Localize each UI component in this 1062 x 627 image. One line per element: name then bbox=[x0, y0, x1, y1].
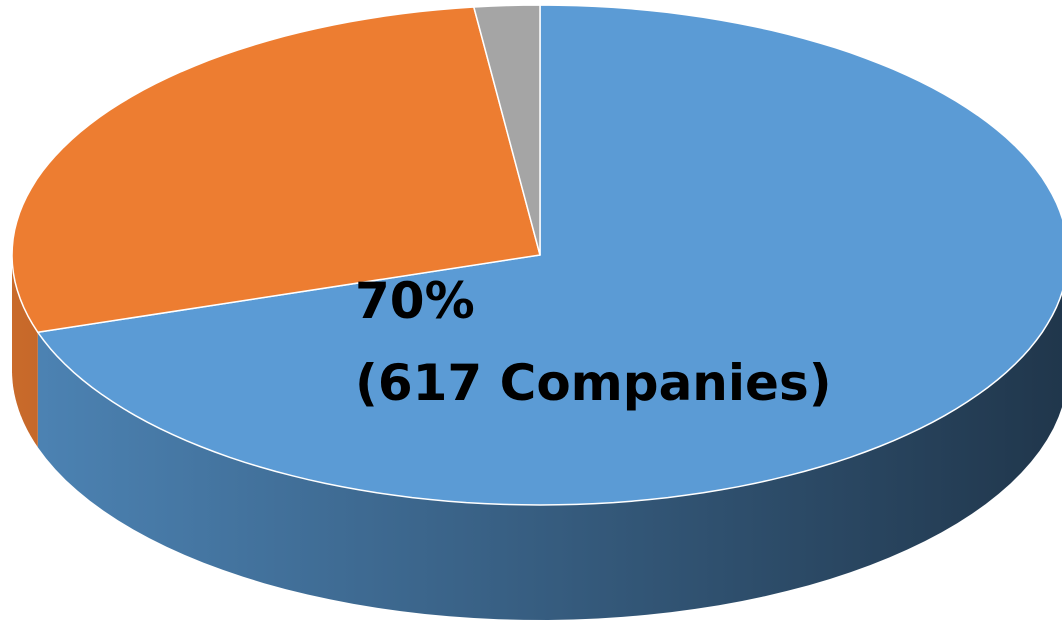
pie-side bbox=[12, 255, 38, 448]
pie-side bbox=[37, 292, 1062, 620]
pie-slice bbox=[11, 6, 541, 334]
annotation: (617 Companies) bbox=[355, 354, 832, 412]
pie-slice bbox=[473, 4, 541, 256]
pie-slice bbox=[37, 4, 1062, 506]
data-label: 70% bbox=[355, 272, 475, 330]
pie-tops bbox=[11, 4, 1062, 506]
pie-sides bbox=[12, 255, 1062, 620]
